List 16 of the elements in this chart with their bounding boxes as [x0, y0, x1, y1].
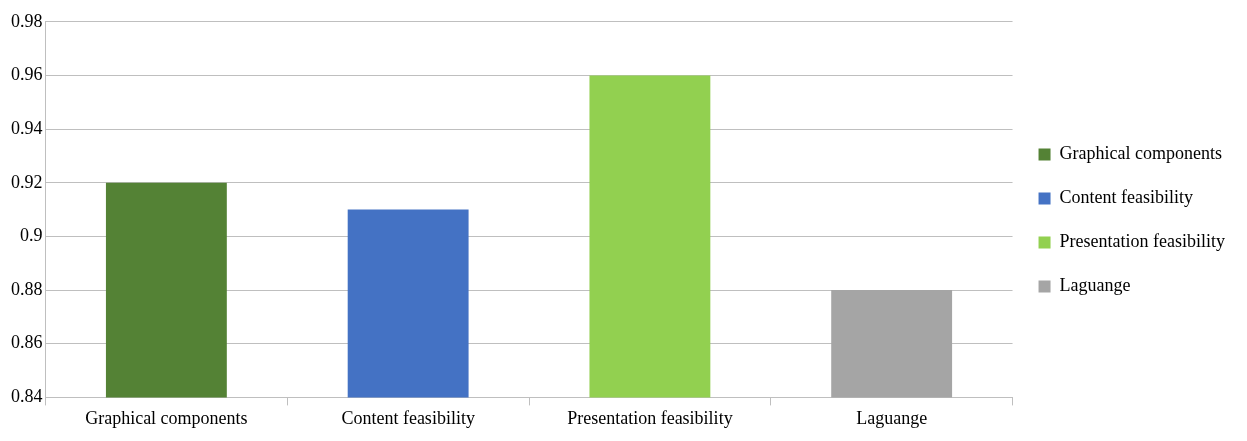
legend-label: Content feasibility: [1059, 187, 1194, 208]
legend-label: Presentation feasibility: [1059, 231, 1226, 252]
y-tick-label: 0.94: [11, 117, 43, 138]
y-tick-label: 0.86: [11, 332, 43, 353]
x-tick-label: Presentation feasibility: [567, 407, 733, 428]
x-tick-label: Laguange: [856, 407, 928, 428]
y-tick-label: 0.9: [20, 225, 43, 246]
y-tick-label: 0.92: [11, 171, 43, 192]
y-tick-label: 0.84: [11, 386, 43, 407]
y-tick-label: 0.96: [11, 64, 43, 85]
x-tick-label: Content feasibility: [341, 407, 475, 428]
legend-label: Graphical components: [1059, 143, 1222, 164]
legend-label: Laguange: [1059, 275, 1131, 296]
x-tick-label: Graphical components: [85, 407, 248, 428]
y-tick-label: 0.88: [11, 278, 43, 299]
y-tick-label: 0.98: [11, 10, 43, 31]
